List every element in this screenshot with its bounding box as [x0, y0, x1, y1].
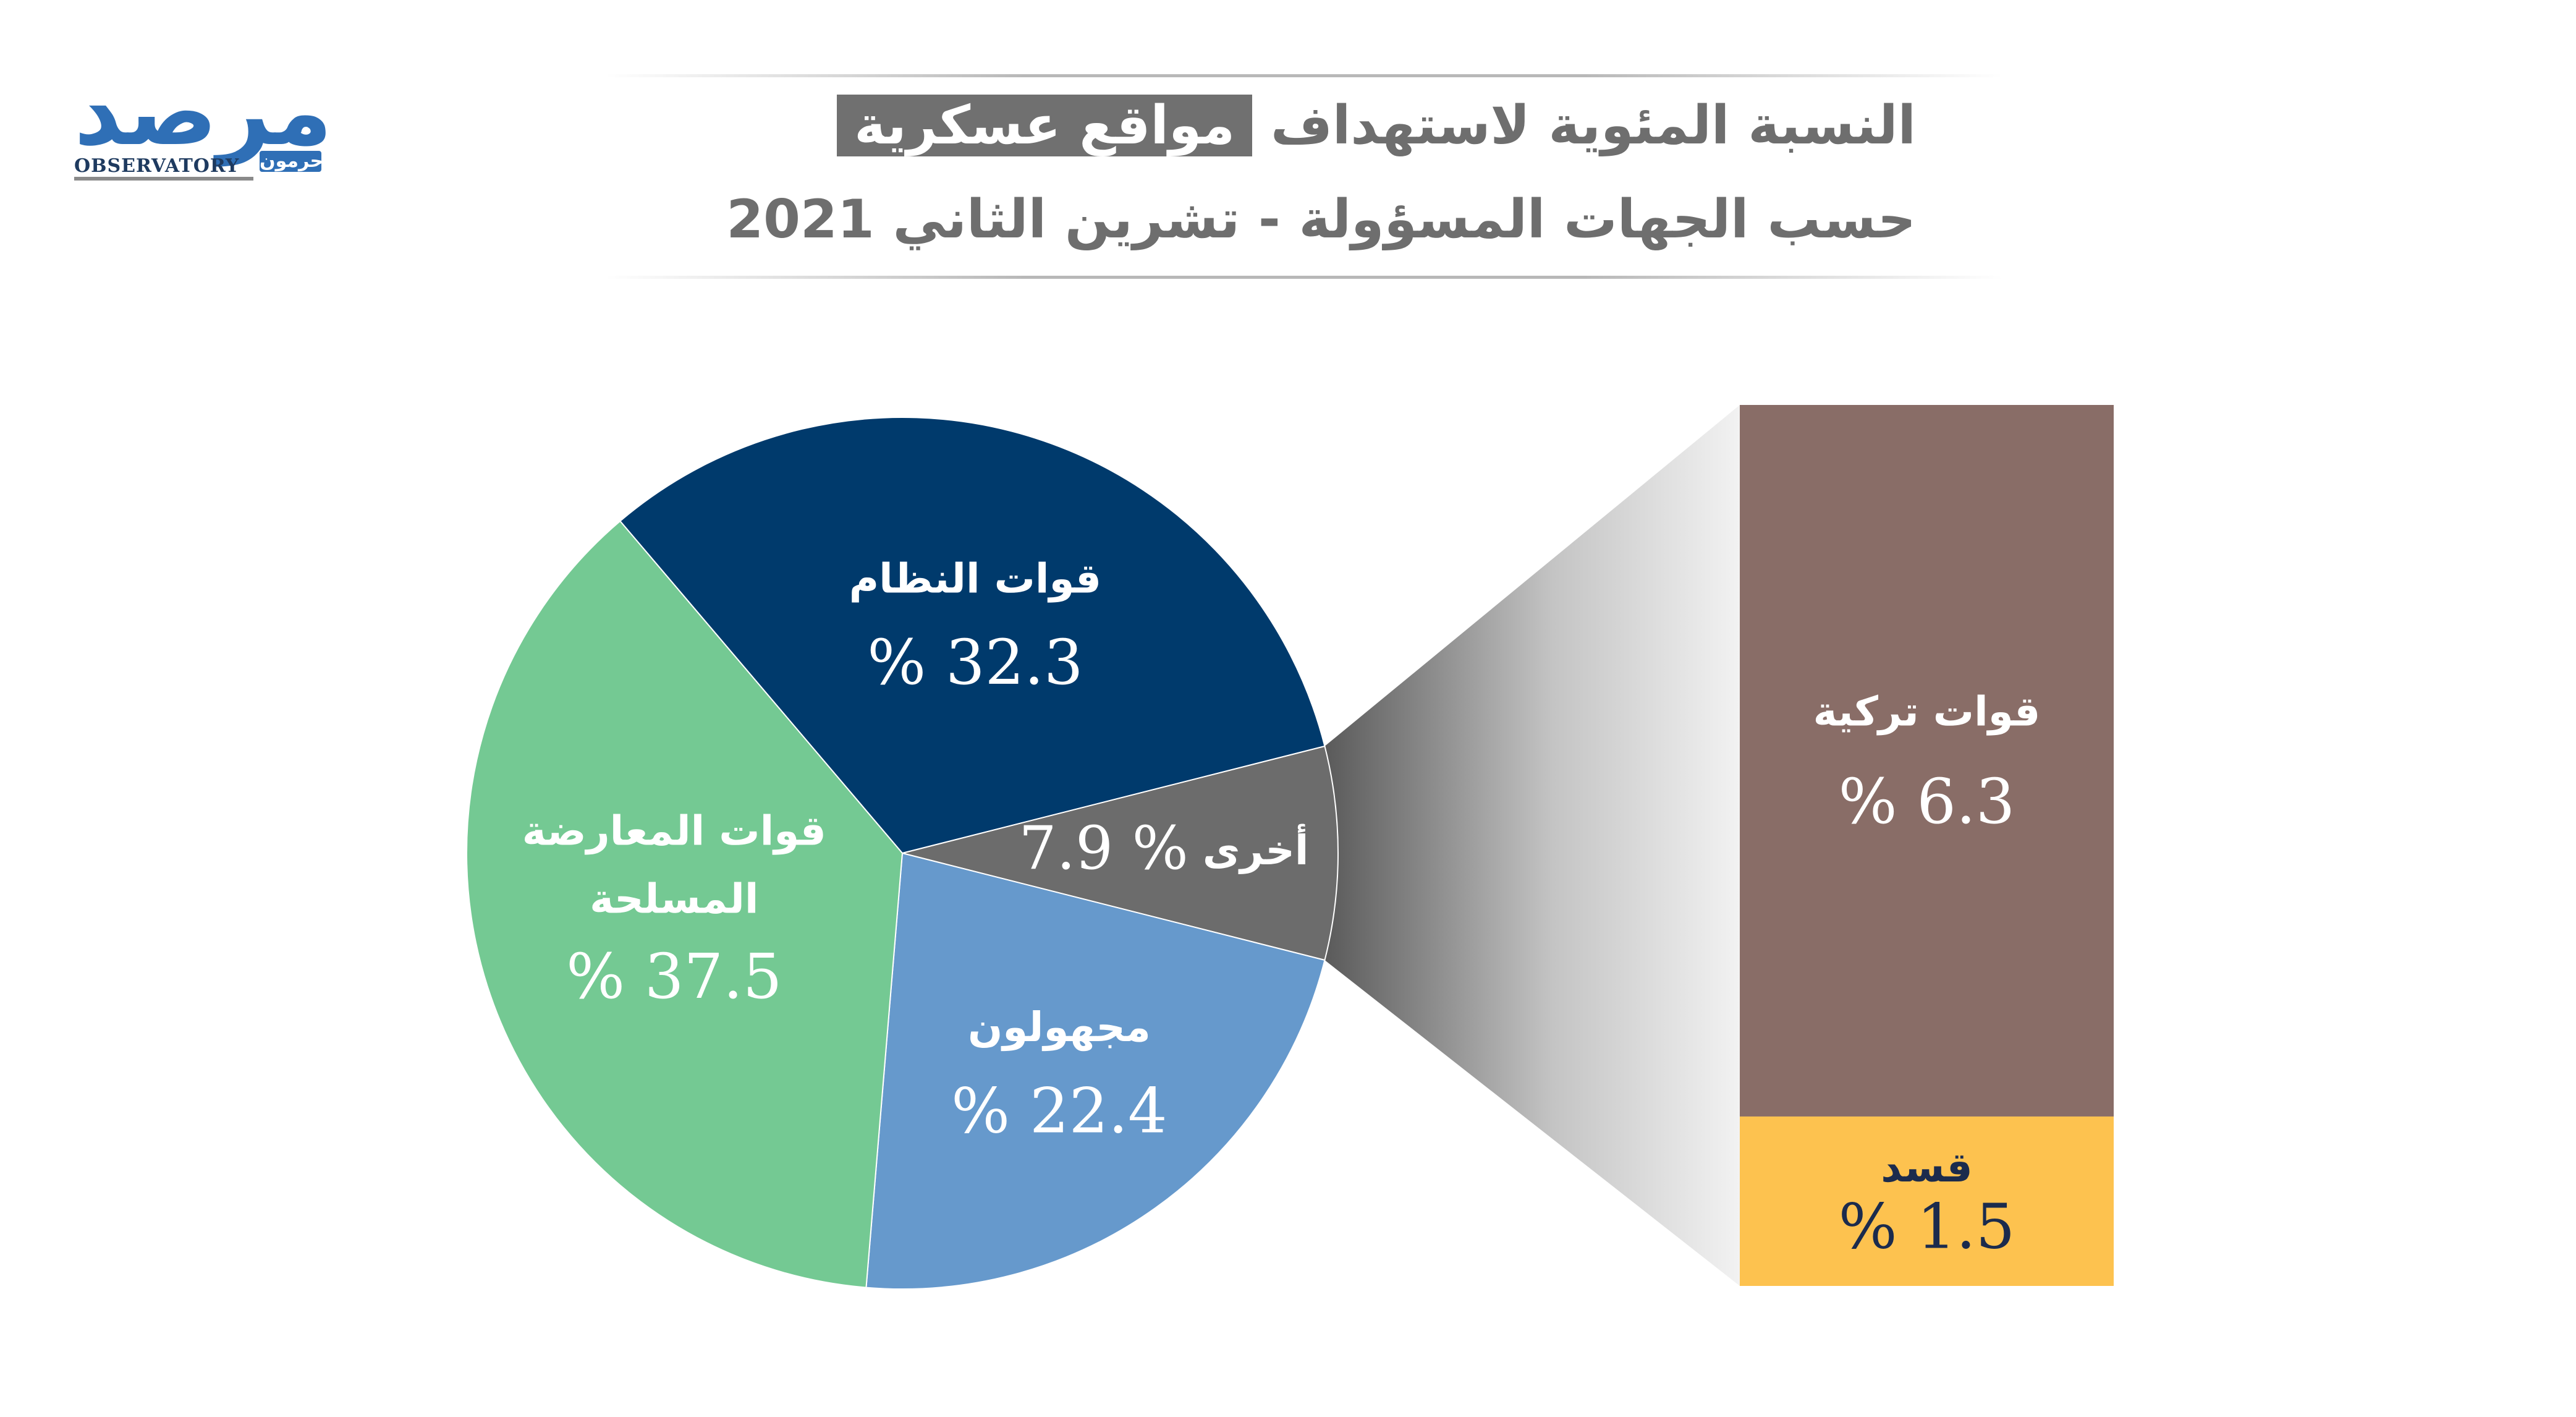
- logo-arabic-small-text: حرمون: [260, 150, 324, 172]
- slice-2-wedge: [902, 745, 1339, 961]
- slice-4-name-line1: قوات المعارضة: [522, 807, 826, 856]
- slice-4-name-line2: المسلحة: [590, 875, 758, 923]
- slice-1-value: % 32.3: [867, 626, 1083, 699]
- logo-arabic-text: مرصد: [74, 59, 335, 166]
- slice-2-value: % 7.9: [1019, 814, 1188, 883]
- bar-segment-2: [1740, 1116, 2114, 1286]
- slice-3-name: مجهولون: [968, 1003, 1151, 1052]
- logo-underline: [74, 177, 253, 181]
- bar-segment-2-name: قسد: [1881, 1144, 1973, 1191]
- slice-4-wedge: [466, 520, 904, 1288]
- slice-3-wedge: [865, 852, 1326, 1290]
- slice-1-name: قوات النظام: [849, 555, 1101, 603]
- observatory-logo: مرصد OBSERVATORY حرمون: [74, 63, 335, 192]
- title-line1-highlight: مواقع عسكرية: [837, 95, 1253, 156]
- chart-title-line2: حسب الجهات المسؤولة - تشرين الثاني 2021: [726, 189, 1916, 250]
- title-line1-text: النسبة المئوية لاستهداف: [1271, 95, 1916, 156]
- title-top-rule: [606, 74, 2002, 77]
- logo-english-text: OBSERVATORY: [74, 155, 240, 177]
- slice-1-wedge: [619, 417, 1326, 854]
- title-bottom-rule: [606, 276, 2002, 279]
- bar-segment-2-value: % 1.5: [1839, 1191, 2015, 1263]
- breakdown-connector: [1324, 405, 1740, 1286]
- chart-title-line1: النسبة المئوية لاستهداف مواقع عسكرية: [606, 91, 1916, 160]
- slice-2-label: أخرى % 7.9: [1019, 814, 1308, 883]
- bar-segment-1-value: % 6.3: [1839, 765, 2015, 838]
- bar-segment-1: [1740, 405, 2114, 1117]
- slice-2-name: أخرى: [1188, 823, 1309, 874]
- slice-3-value: % 22.4: [951, 1074, 1167, 1147]
- bar-segment-1-name: قوات تركية: [1813, 688, 2041, 736]
- slice-4-value: % 37.5: [566, 940, 782, 1013]
